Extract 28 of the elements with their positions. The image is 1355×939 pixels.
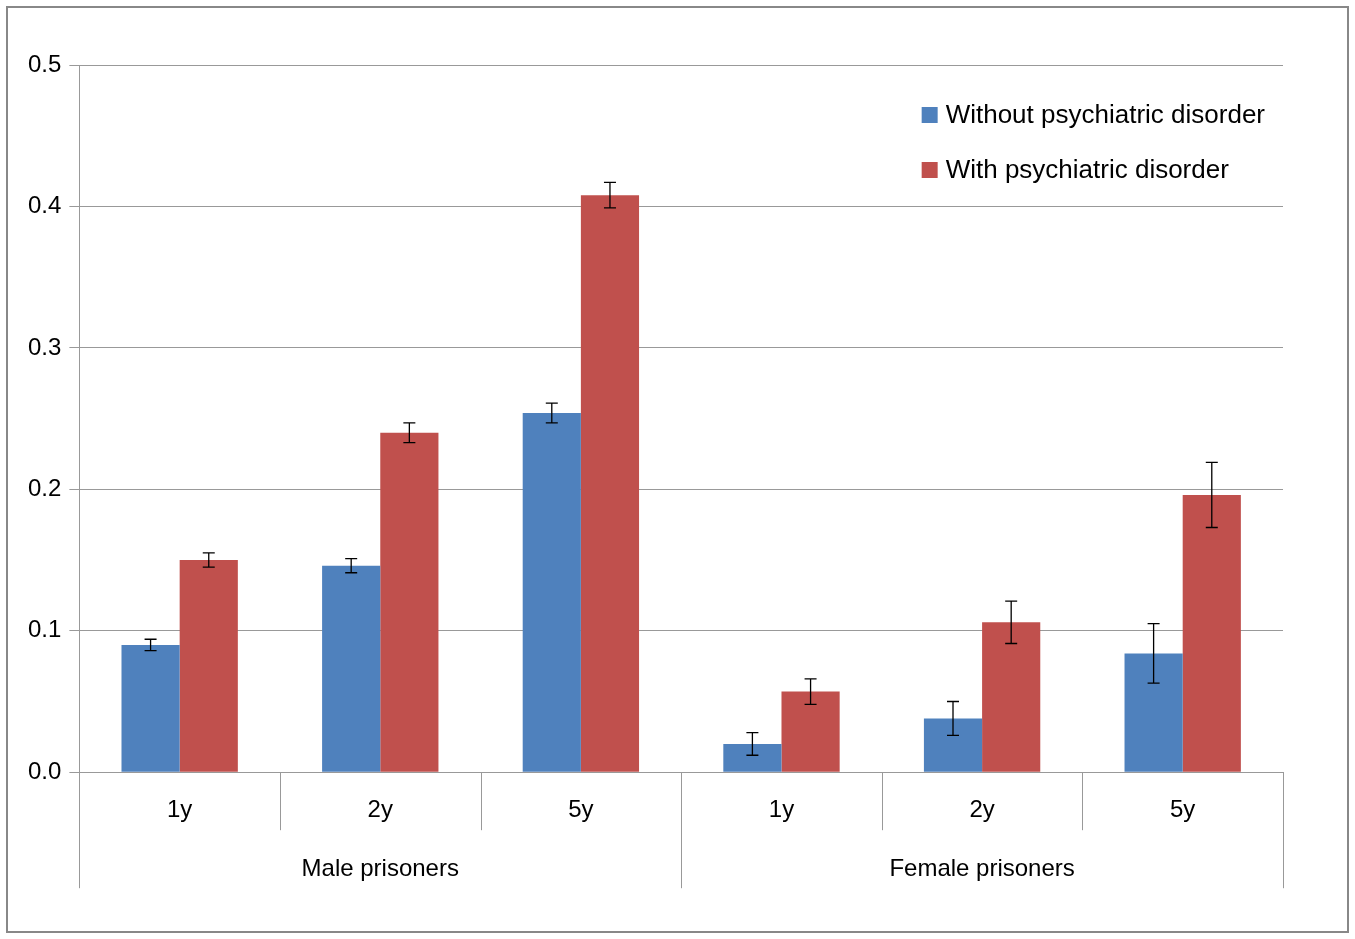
y-tick-label: 0.5 xyxy=(27,49,62,77)
bar xyxy=(580,195,640,772)
x-tick-label: 2y xyxy=(969,795,995,823)
bar xyxy=(522,412,581,772)
y-tick-label: 0.0 xyxy=(27,756,62,784)
y-tick-label: 0.3 xyxy=(27,332,62,360)
y-tick-label: 0.4 xyxy=(27,191,62,219)
bar xyxy=(322,565,381,772)
text: Female prisoners xyxy=(889,853,1075,881)
bar xyxy=(121,644,180,772)
x-tick-label: 5y xyxy=(1170,795,1196,823)
bar xyxy=(982,622,1041,772)
legend-label: Without psychiatric disorder xyxy=(945,99,1266,130)
x-tick-label: 1y xyxy=(166,795,193,823)
bar xyxy=(923,718,983,772)
x-tick-label: 5y xyxy=(568,795,594,823)
x-tick-label: 1y xyxy=(768,795,795,823)
bar xyxy=(781,691,840,772)
bar xyxy=(1124,653,1183,772)
x-tick-label: 2y xyxy=(367,795,393,823)
bar xyxy=(380,432,439,772)
text: Male prisoners xyxy=(301,853,459,881)
bar xyxy=(179,560,238,772)
y-tick-label: 0.2 xyxy=(27,473,62,501)
y-tick-label: 0.1 xyxy=(27,615,62,643)
bar xyxy=(1182,494,1241,772)
bar xyxy=(723,743,782,772)
legend-label: With psychiatric disorder xyxy=(945,154,1230,185)
